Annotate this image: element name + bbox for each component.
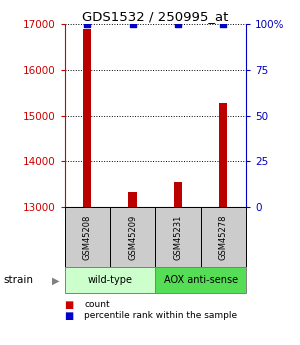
Text: GSM45208: GSM45208 — [83, 215, 92, 260]
Bar — [201, 207, 246, 267]
Bar — [64, 207, 110, 267]
Point — [85, 21, 90, 27]
Text: count: count — [84, 300, 110, 309]
Text: GSM45209: GSM45209 — [128, 215, 137, 260]
Text: strain: strain — [3, 275, 33, 285]
Point — [221, 21, 226, 27]
Bar — [64, 267, 155, 293]
Bar — [155, 207, 201, 267]
Point — [130, 21, 135, 27]
Text: ▶: ▶ — [52, 275, 59, 285]
Bar — [174, 182, 182, 207]
Bar — [110, 207, 155, 267]
Text: AOX anti-sense: AOX anti-sense — [164, 275, 238, 285]
Text: percentile rank within the sample: percentile rank within the sample — [84, 311, 237, 320]
Text: GSM45278: GSM45278 — [219, 215, 228, 260]
Title: GDS1532 / 250995_at: GDS1532 / 250995_at — [82, 10, 228, 23]
Text: wild-type: wild-type — [87, 275, 132, 285]
Text: GSM45231: GSM45231 — [173, 215, 182, 260]
Bar — [128, 193, 136, 207]
Text: ■: ■ — [64, 300, 74, 309]
Bar — [155, 267, 246, 293]
Text: ■: ■ — [64, 311, 74, 321]
Bar — [83, 29, 91, 207]
Point — [176, 21, 180, 27]
Bar — [219, 103, 227, 207]
